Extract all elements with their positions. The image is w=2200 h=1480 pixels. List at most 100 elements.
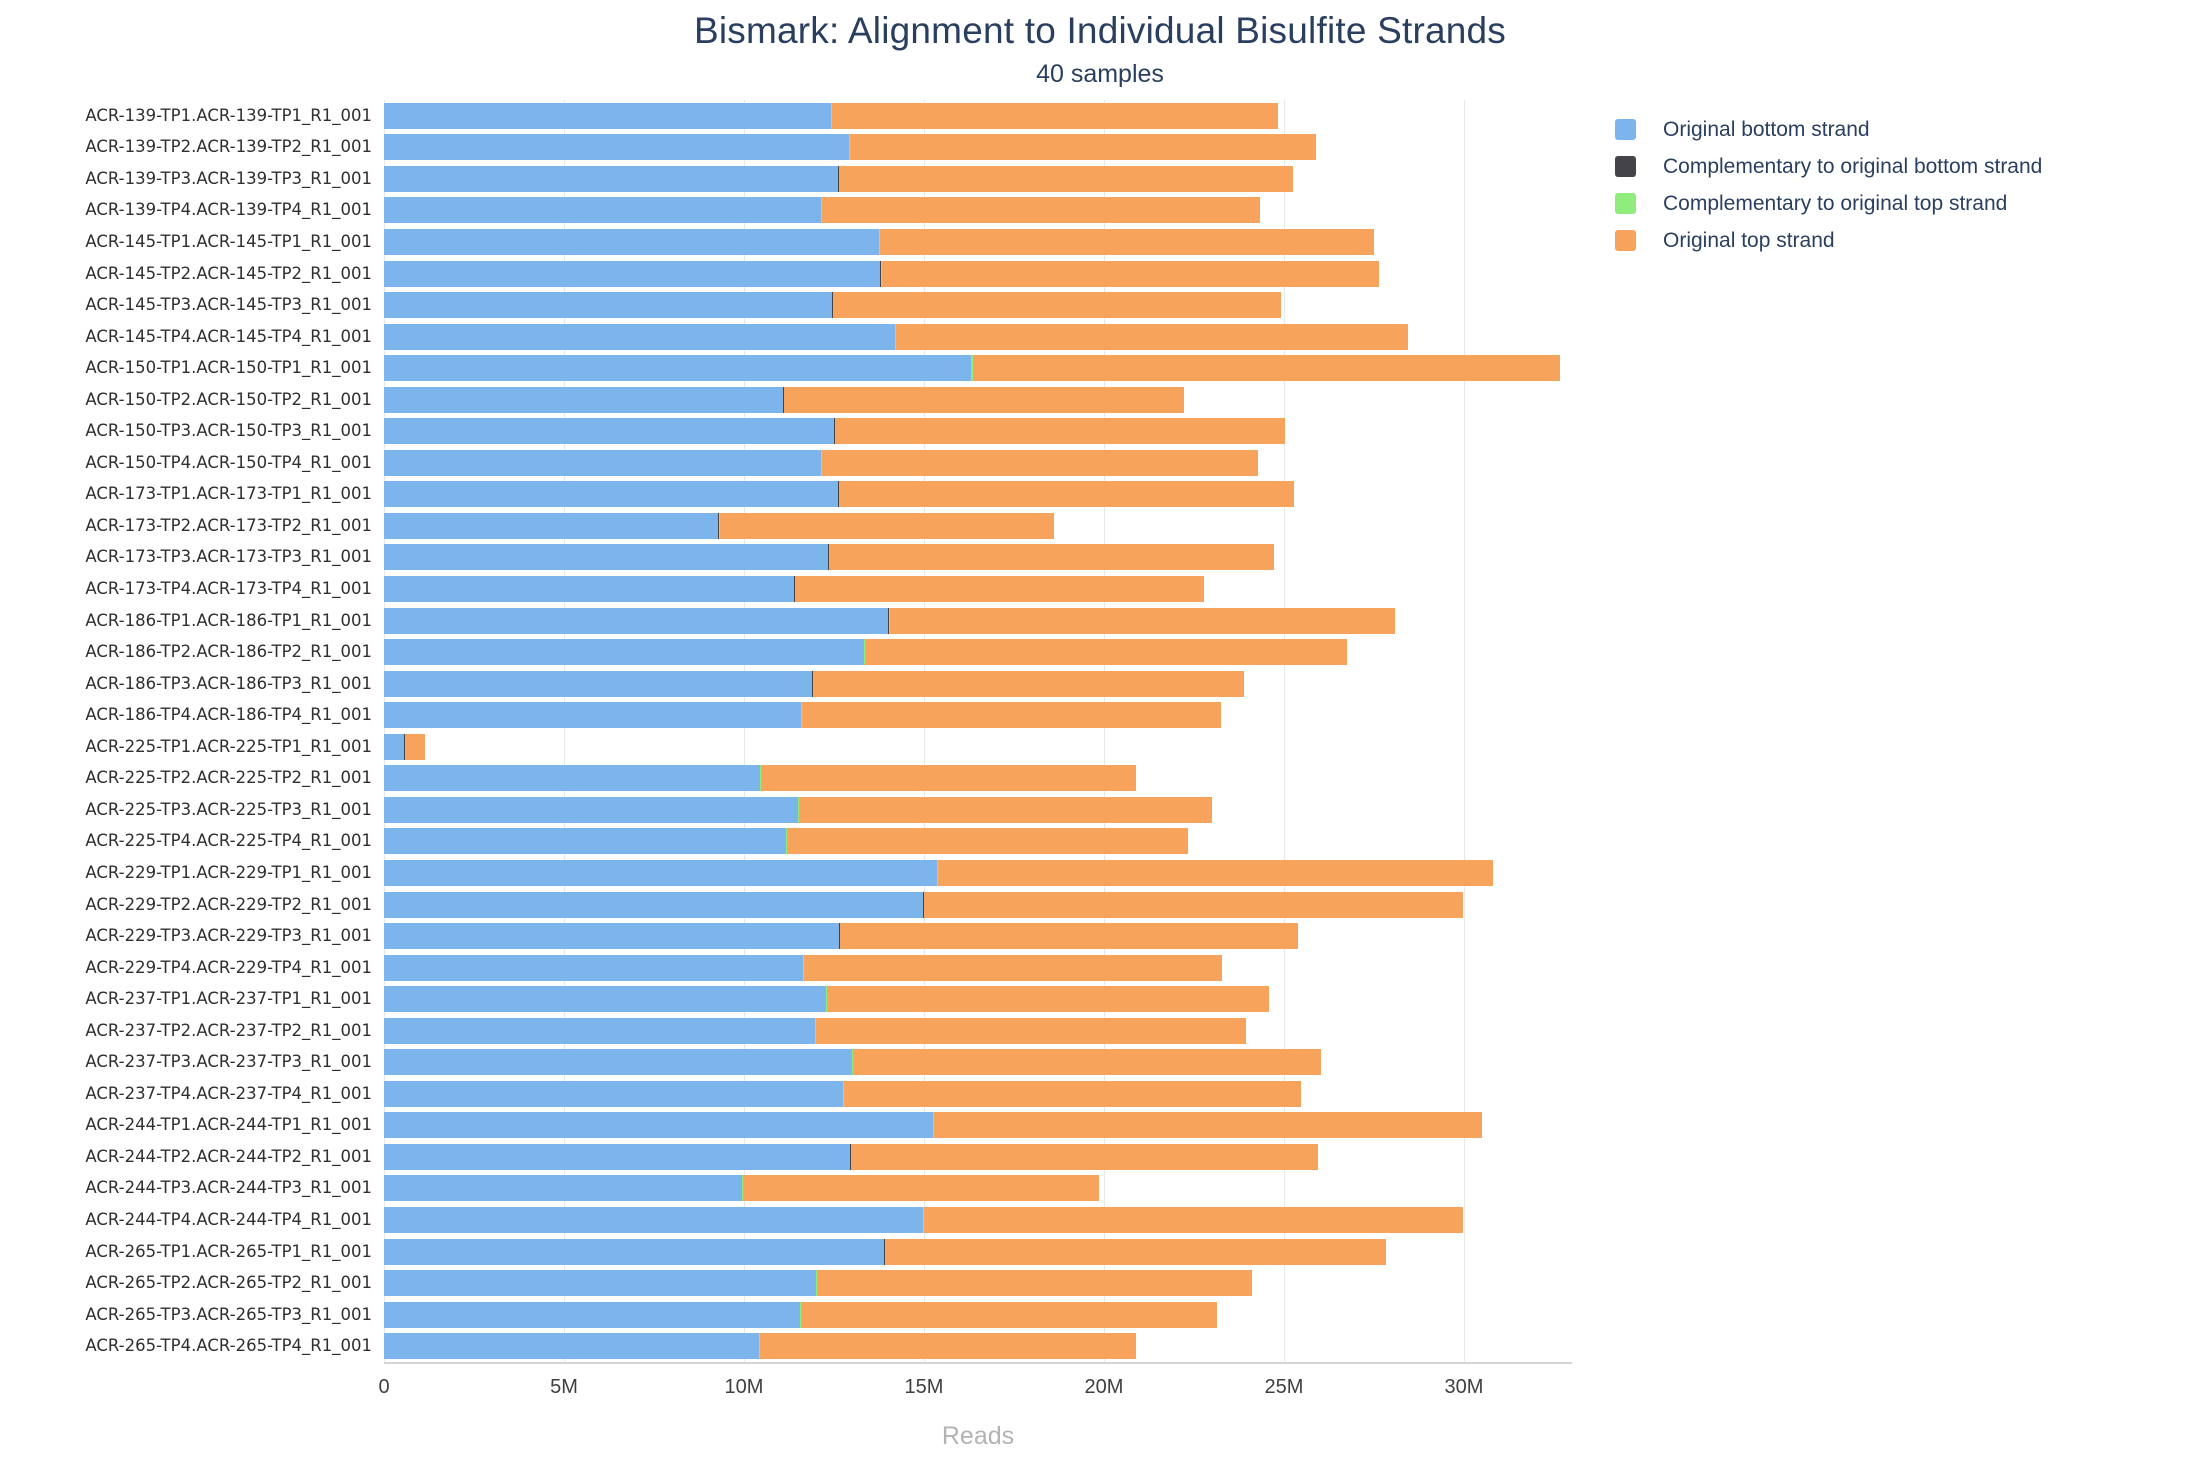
bar-segment-ctot[interactable] <box>849 134 851 161</box>
bar-segment-ctot[interactable] <box>842 1080 844 1107</box>
bar-segment-ot[interactable] <box>821 449 1259 476</box>
bar-segment-ob[interactable] <box>384 355 971 382</box>
bar-segment-ob[interactable] <box>384 796 798 823</box>
bar-segment-ctot[interactable] <box>834 418 836 445</box>
bar-row-ACR-229-TP1[interactable] <box>384 859 1493 886</box>
bar-segment-ob[interactable] <box>384 828 787 855</box>
bar-row-ACR-225-TP3[interactable] <box>384 796 1212 823</box>
bar-row-ACR-244-TP3[interactable] <box>384 1175 1100 1202</box>
bar-segment-ot[interactable] <box>815 1017 1247 1044</box>
bar-segment-ot[interactable] <box>719 512 1054 539</box>
bar-segment-ctot[interactable] <box>800 1301 801 1328</box>
bar-segment-ctot[interactable] <box>889 607 891 634</box>
bar-row-ACR-225-TP1[interactable] <box>384 733 426 760</box>
legend-item-ot[interactable]: Original top strand <box>1615 229 2185 252</box>
bar-row-ACR-186-TP4[interactable] <box>384 702 1221 729</box>
bar-segment-ot[interactable] <box>972 355 1560 382</box>
bar-segment-ctot[interactable] <box>838 165 840 192</box>
bar-segment-ctot[interactable] <box>880 260 882 287</box>
bar-segment-ot[interactable] <box>851 1143 1318 1170</box>
bar-row-ACR-244-TP4[interactable] <box>384 1207 1463 1234</box>
bar-segment-ob[interactable] <box>384 134 850 161</box>
bar-segment-ob[interactable] <box>384 323 895 350</box>
bar-segment-ot[interactable] <box>800 1301 1218 1328</box>
bar-segment-ot[interactable] <box>760 765 1137 792</box>
bar-segment-ob[interactable] <box>384 418 835 445</box>
bar-segment-ctot[interactable] <box>838 481 840 508</box>
bar-segment-ob[interactable] <box>384 891 924 918</box>
legend-item-ctot[interactable]: Complementary to original top strand <box>1615 192 2185 215</box>
bar-segment-ctot[interactable] <box>803 954 804 981</box>
bar-segment-ot[interactable] <box>784 386 1185 413</box>
bar-row-ACR-244-TP2[interactable] <box>384 1143 1318 1170</box>
bar-segment-ob[interactable] <box>384 954 803 981</box>
bar-segment-ctot[interactable] <box>816 1270 818 1297</box>
bar-row-ACR-145-TP2[interactable] <box>384 260 1379 287</box>
bar-segment-ctot[interactable] <box>879 228 881 255</box>
bar-row-ACR-150-TP1[interactable] <box>384 355 1560 382</box>
bar-row-ACR-139-TP3[interactable] <box>384 165 1294 192</box>
bar-segment-ot[interactable] <box>890 607 1396 634</box>
bar-row-ACR-229-TP3[interactable] <box>384 923 1298 950</box>
bar-segment-ot[interactable] <box>853 1049 1322 1076</box>
bar-segment-ot[interactable] <box>795 576 1205 603</box>
bar-segment-ot[interactable] <box>798 796 1212 823</box>
bar-segment-ob[interactable] <box>384 1017 815 1044</box>
bar-segment-ot[interactable] <box>839 481 1295 508</box>
bar-row-ACR-145-TP1[interactable] <box>384 228 1375 255</box>
bar-segment-ot[interactable] <box>829 544 1274 571</box>
bar-row-ACR-186-TP1[interactable] <box>384 607 1396 634</box>
bar-segment-ob[interactable] <box>384 102 832 129</box>
bar-segment-ob[interactable] <box>384 923 840 950</box>
bar-segment-ctot[interactable] <box>783 386 785 413</box>
bar-row-ACR-265-TP4[interactable] <box>384 1333 1137 1360</box>
bar-row-ACR-186-TP3[interactable] <box>384 670 1245 697</box>
bar-segment-ctot[interactable] <box>923 1207 924 1234</box>
bar-segment-ob[interactable] <box>384 1301 800 1328</box>
bar-segment-ctot[interactable] <box>923 891 925 918</box>
bar-segment-ob[interactable] <box>384 702 801 729</box>
bar-segment-ot[interactable] <box>835 418 1286 445</box>
bar-row-ACR-229-TP4[interactable] <box>384 954 1223 981</box>
bar-segment-ot[interactable] <box>817 1270 1252 1297</box>
bar-segment-ob[interactable] <box>384 765 760 792</box>
bar-segment-ot[interactable] <box>801 702 1221 729</box>
bar-row-ACR-173-TP2[interactable] <box>384 512 1054 539</box>
bar-row-ACR-244-TP1[interactable] <box>384 1112 1482 1139</box>
bar-segment-ctot[interactable] <box>971 355 973 382</box>
bar-segment-ob[interactable] <box>384 449 821 476</box>
bar-segment-ot[interactable] <box>843 1080 1301 1107</box>
bar-row-ACR-265-TP3[interactable] <box>384 1301 1218 1328</box>
bar-segment-ot[interactable] <box>813 670 1245 697</box>
bar-segment-ctot[interactable] <box>812 670 814 697</box>
legend-item-ob[interactable]: Original bottom strand <box>1615 118 2185 141</box>
bar-segment-ot[interactable] <box>827 986 1270 1013</box>
bar-segment-ob[interactable] <box>384 165 839 192</box>
bar-row-ACR-139-TP4[interactable] <box>384 197 1261 224</box>
bar-row-ACR-225-TP4[interactable] <box>384 828 1188 855</box>
bar-segment-ob[interactable] <box>384 1112 933 1139</box>
bar-segment-ctot[interactable] <box>895 323 896 350</box>
bar-segment-ot[interactable] <box>885 1238 1387 1265</box>
bar-segment-ob[interactable] <box>384 386 784 413</box>
bar-segment-ot[interactable] <box>864 639 1347 666</box>
bar-segment-ob[interactable] <box>384 1270 816 1297</box>
bar-segment-ctot[interactable] <box>794 576 796 603</box>
legend-item-ctob[interactable]: Complementary to original bottom strand <box>1615 155 2185 178</box>
bar-segment-ob[interactable] <box>384 1175 742 1202</box>
bar-segment-ob[interactable] <box>384 859 937 886</box>
bar-segment-ob[interactable] <box>384 639 864 666</box>
bar-segment-ot[interactable] <box>832 102 1278 129</box>
bar-row-ACR-173-TP4[interactable] <box>384 576 1205 603</box>
bar-segment-ctot[interactable] <box>801 702 802 729</box>
bar-segment-ob[interactable] <box>384 986 827 1013</box>
bar-segment-ctot[interactable] <box>815 1017 816 1044</box>
bar-row-ACR-229-TP2[interactable] <box>384 891 1463 918</box>
bar-segment-ctot[interactable] <box>937 859 939 886</box>
bar-segment-ot[interactable] <box>938 859 1493 886</box>
bar-segment-ot[interactable] <box>822 197 1261 224</box>
bar-row-ACR-186-TP2[interactable] <box>384 639 1347 666</box>
bar-segment-ctot[interactable] <box>831 102 833 129</box>
bar-segment-ob[interactable] <box>384 1143 851 1170</box>
bar-segment-ctot[interactable] <box>742 1175 743 1202</box>
